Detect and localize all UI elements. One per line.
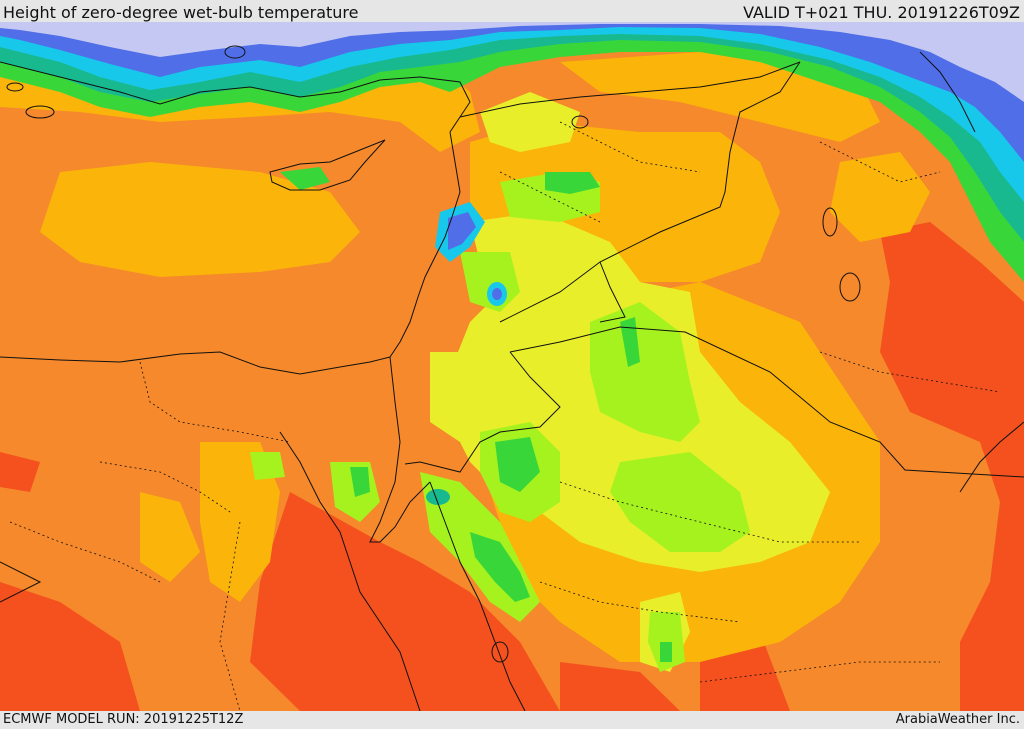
- green-regions: [280, 167, 672, 662]
- northern-cold-band: [0, 22, 1024, 282]
- deep-orange-regions: [0, 222, 1024, 711]
- weather-map: [0, 22, 1024, 711]
- coastlines: [0, 51, 1024, 711]
- valid-time: VALID T+021 THU. 20191226T09Z: [743, 3, 1020, 22]
- map-title: Height of zero-degree wet-bulb temperatu…: [3, 3, 359, 22]
- internal-borders: [9, 121, 1001, 711]
- levant-cold-spots: [426, 202, 507, 505]
- credit-text: ArabiaWeather Inc.: [895, 712, 1020, 727]
- islands: [6, 45, 861, 663]
- header-bar: Height of zero-degree wet-bulb temperatu…: [0, 0, 1024, 22]
- footer-bar: ECMWF MODEL RUN: 20191225T12Z ArabiaWeat…: [0, 711, 1024, 729]
- model-run: ECMWF MODEL RUN: 20191225T12Z: [3, 712, 244, 727]
- national-borders: [0, 61, 1024, 603]
- map-canvas: [0, 22, 1024, 711]
